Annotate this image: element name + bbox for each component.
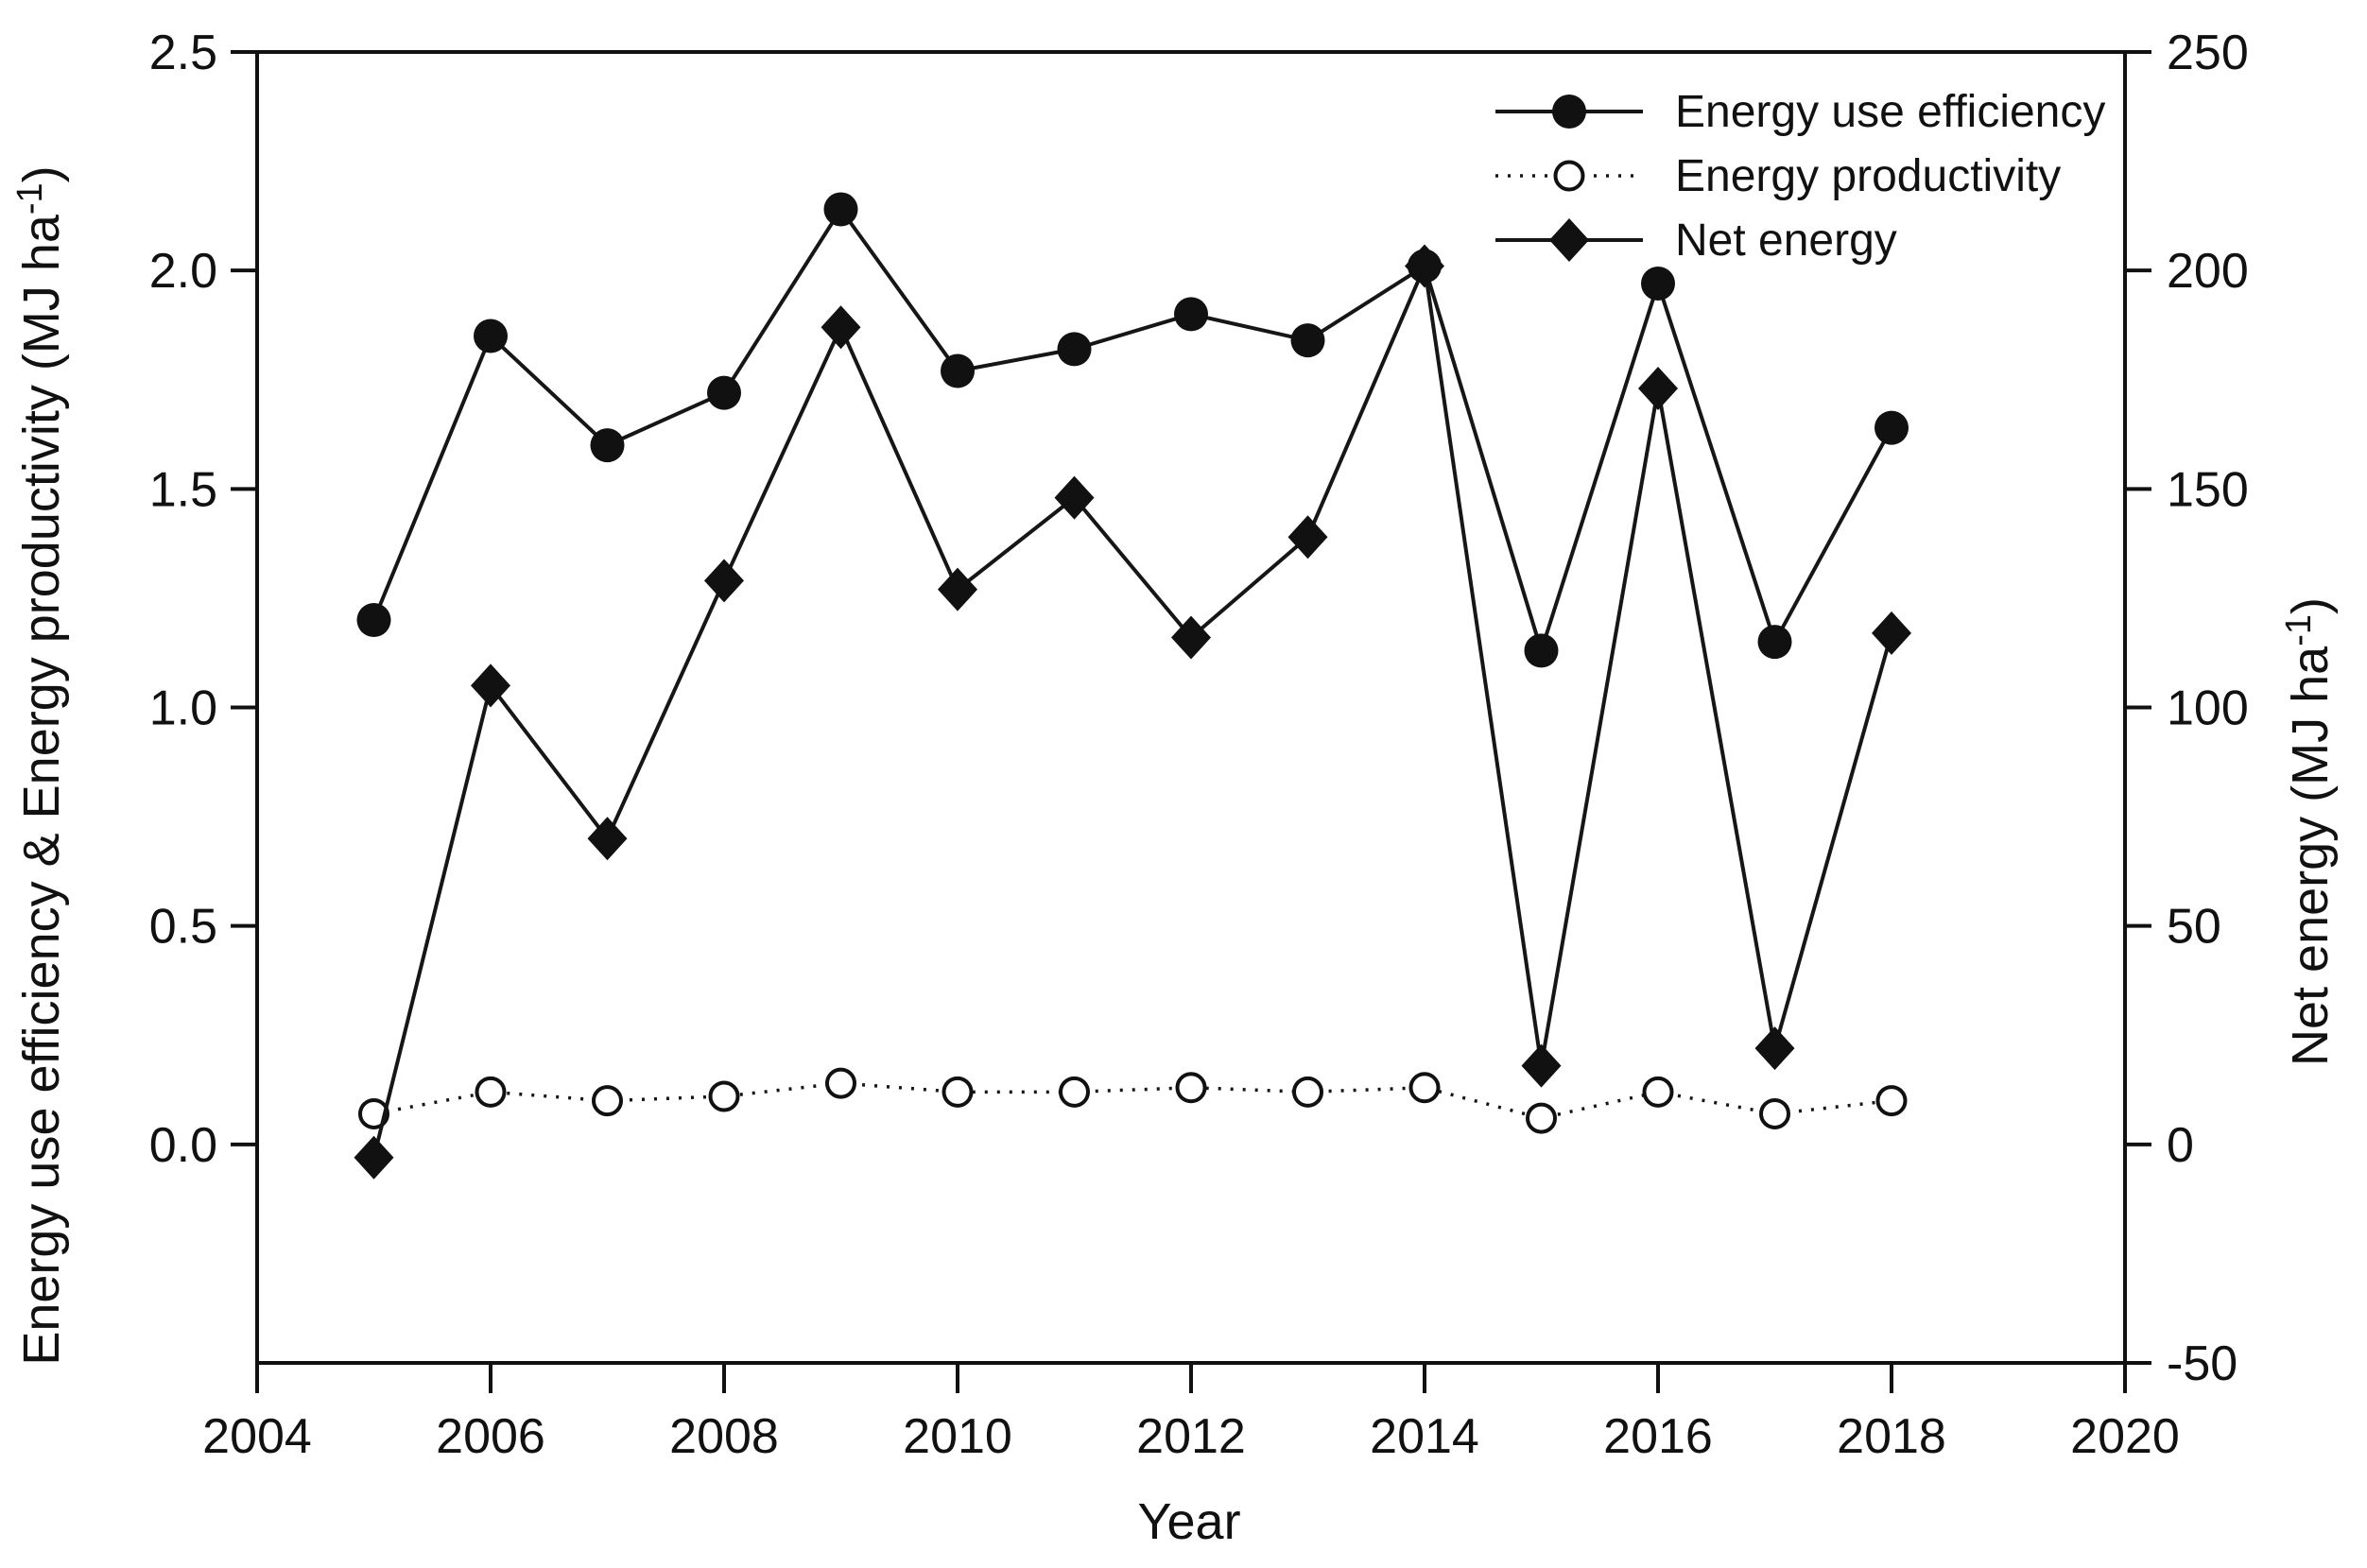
data-point-marker [590, 428, 625, 463]
data-point-marker [825, 1067, 856, 1099]
series-line [371, 205, 1893, 658]
data-point-marker [474, 319, 508, 353]
tick-label: 0.0 [149, 1118, 217, 1173]
data-point-marker [1875, 1085, 1908, 1117]
series-energy-productivity [358, 1067, 1908, 1134]
tick-label: 150 [2167, 462, 2249, 517]
data-point-marker [358, 1097, 389, 1129]
data-point-marker [1054, 475, 1095, 520]
tick-label: 2016 [1603, 1409, 1713, 1464]
data-point-marker [821, 305, 861, 350]
data-point-marker [1641, 267, 1675, 302]
legend-item-energy-use-efficiency: Energy use efficiency [1495, 87, 2105, 137]
series-line [371, 259, 1893, 1159]
data-point-marker [1292, 1076, 1323, 1108]
data-point-marker [1521, 1043, 1562, 1088]
data-point-marker [475, 1076, 507, 1108]
data-point-marker [1175, 1072, 1207, 1104]
data-point-marker [1526, 1102, 1557, 1134]
data-point-marker [704, 559, 744, 603]
tick-label: 2010 [903, 1409, 1012, 1464]
legend-item-energy-productivity: Energy productivity [1495, 151, 2061, 201]
tick-label: 1.0 [149, 681, 217, 736]
filled-diamond-icon [1549, 218, 1589, 262]
tick-label: 2020 [2070, 1409, 2180, 1464]
data-point-marker [1754, 1026, 1795, 1071]
tick-label: 2014 [1370, 1409, 1479, 1464]
plot-area: 2004 2006 2008 2010 2012 2014 2016 2018 20200.00… [149, 26, 2249, 1464]
series-net-energy [354, 244, 1911, 1180]
data-point-marker [1290, 323, 1325, 358]
tick-label: 2018 [1837, 1409, 1946, 1464]
data-point-marker [941, 353, 975, 388]
tick-label: 2012 [1136, 1409, 1246, 1464]
data-point-marker [1872, 611, 1911, 655]
data-point-marker [1287, 515, 1328, 560]
data-point-marker [1524, 633, 1559, 668]
data-point-marker [356, 603, 391, 638]
data-point-marker [1638, 366, 1678, 410]
data-point-marker [707, 375, 741, 410]
left-axis-ticks: 0.0 0.5 1.0 1.5 2.0 2.5 [149, 26, 257, 1173]
tick-label: 2008 [669, 1409, 779, 1464]
data-point-marker [942, 1076, 974, 1108]
tick-label: 2.0 [149, 244, 217, 299]
data-point-marker [587, 817, 628, 861]
data-point-marker [708, 1080, 740, 1112]
tick-label: 0.5 [149, 900, 217, 955]
right-axis-ticks: -50 0 50 100 150 200 250 [2125, 26, 2249, 1391]
tick-label: 2004 [202, 1409, 312, 1464]
right-axis-title: Net energy (MJ ha-1) [2279, 597, 2339, 1066]
series-line [373, 1081, 1892, 1120]
tick-label: 200 [2167, 244, 2249, 299]
data-point-marker [1408, 1072, 1441, 1104]
data-point-marker [1642, 1076, 1674, 1108]
tick-label: 0 [2167, 1118, 2194, 1173]
data-point-marker [592, 1085, 623, 1117]
data-point-marker [1405, 244, 1444, 288]
open-circle-icon [1553, 160, 1585, 192]
legend-item-label: Net energy [1675, 215, 1897, 266]
data-point-marker [471, 663, 510, 708]
data-point-marker [1759, 1097, 1790, 1129]
data-point-marker [1059, 1076, 1090, 1108]
filled-circle-icon [1552, 95, 1586, 129]
legend-item-net-energy: Net energy [1495, 215, 1897, 266]
data-point-marker [823, 192, 858, 227]
left-axis-title: Energy use efficiency & Energy productiv… [10, 165, 70, 1365]
legend: Energy use efficiency Energy productivit… [1495, 87, 2105, 266]
data-point-marker [938, 567, 977, 612]
tick-label: 1.5 [149, 462, 217, 517]
data-point-marker [1171, 615, 1211, 660]
x-axis-ticks: 2004 2006 2008 2010 2012 2014 2016 2018 2020 [202, 1363, 2180, 1464]
tick-label: 2.5 [149, 26, 217, 80]
x-axis-title: Year [1137, 1493, 1240, 1550]
legend-item-label: Energy use efficiency [1675, 87, 2105, 137]
data-point-marker [1757, 625, 1792, 660]
data-point-marker [354, 1135, 394, 1180]
tick-label: 2006 [436, 1409, 545, 1464]
data-point-marker [1057, 332, 1092, 367]
data-point-marker [1174, 297, 1208, 332]
tick-label: -50 [2167, 1336, 2237, 1391]
tick-label: 250 [2167, 26, 2249, 80]
tick-label: 100 [2167, 681, 2249, 736]
legend-item-label: Energy productivity [1675, 151, 2061, 201]
tick-label: 50 [2167, 900, 2221, 955]
data-point-marker [1875, 410, 1909, 445]
